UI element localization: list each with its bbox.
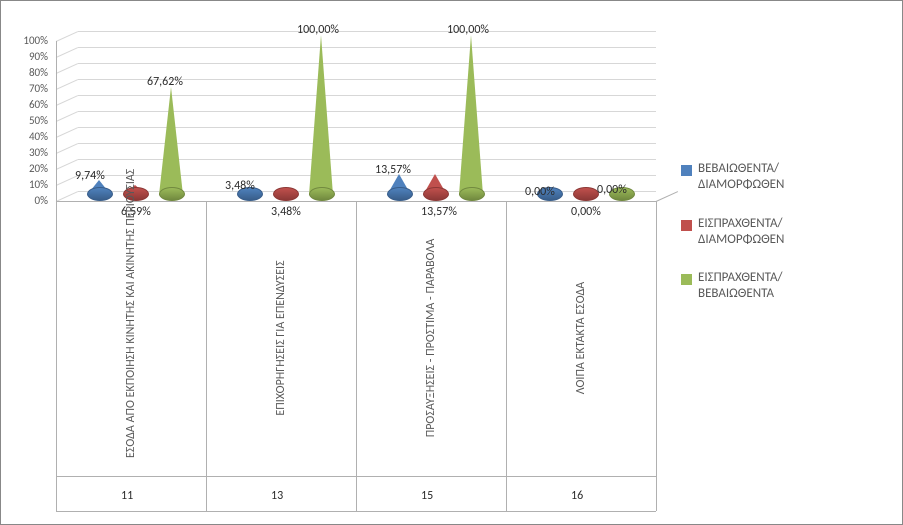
category-separator xyxy=(356,201,357,511)
data-label-blue: 13,57% xyxy=(375,163,411,177)
gridline-skew xyxy=(56,143,78,154)
legend-label: ΒΕΒΑΙΩΘΕΝΤΑ/ΔΙΑΜΟΡΦΩΘΕΝ xyxy=(698,161,784,194)
y-tick-label: 90% xyxy=(1,50,48,63)
category-divider xyxy=(56,511,656,512)
cone xyxy=(273,183,297,201)
data-label-blue: 9,74% xyxy=(75,169,105,183)
gridline xyxy=(78,31,656,32)
gridline xyxy=(78,63,656,64)
y-tick-label: 100% xyxy=(1,34,48,47)
chart-frame: 0% 10% 20% 30% 40% 50% 60% 70% 80% 90% 100% 67,62%… xyxy=(0,0,903,525)
legend-label: ΕΙΣΠΡΑΧΘΕΝΤΑ/ΔΙΑΜΟΡΦΩΘΕΝ xyxy=(698,216,784,249)
category-label: ΠΡΟΣΑΥΞΗΣΕΙΣ - ΠΡΟΣΤΙΜΑ - ΠΑΡΑΒΟΛΑ xyxy=(424,218,438,458)
gridline-skew xyxy=(56,111,78,122)
gridline xyxy=(78,47,656,48)
category-label: ΛΟΙΠΑ ΕΚΤΑΚΤΑ ΕΣΟΔΑ xyxy=(574,218,588,458)
plot-area xyxy=(56,41,656,201)
cone xyxy=(309,29,333,201)
legend-marker xyxy=(681,274,692,285)
category-separator xyxy=(206,201,207,511)
data-label-blue: 0,00% xyxy=(525,185,555,199)
category-label: ΕΣΟΔΑ ΑΠΟ ΕΚΠΟΙΗΣΗ ΚΙΝΗΤΗΣ ΚΑΙ ΑΚΙΝΗΤΗΣ … xyxy=(124,218,138,458)
category-label: ΕΠΙΧΟΡΗΓΗΣΕΙΣ ΓΙΑ ΕΠΕΝΔΥΣΕΙΣ xyxy=(274,218,288,458)
legend-label: ΕΙΣΠΡΑΧΘΕΝΤΑ/ΒΕΒΑΙΩΘΕΝΤΑ xyxy=(698,270,783,303)
y-tick-label: 20% xyxy=(1,162,48,175)
y-tick-label: 30% xyxy=(1,146,48,159)
gridline-skew xyxy=(56,159,78,170)
legend-marker xyxy=(681,220,692,231)
cone xyxy=(573,189,597,201)
legend: ΒΕΒΑΙΩΘΕΝΤΑ/ΔΙΑΜΟΡΦΩΘΕΝ ΕΙΣΠΡΑΧΘΕΝΤΑ/ΔΙΑΜ… xyxy=(681,161,784,325)
data-label-red: 3,48% xyxy=(271,205,301,219)
gridline-skew xyxy=(56,95,78,106)
cone xyxy=(159,81,183,201)
cone xyxy=(423,167,447,201)
category-code: 16 xyxy=(571,489,583,503)
legend-marker xyxy=(681,165,692,176)
cone xyxy=(459,29,483,201)
data-label-green: 0,00% xyxy=(597,183,627,197)
floor-edge xyxy=(656,191,678,202)
gridline-skew xyxy=(56,47,78,58)
legend-item: ΕΙΣΠΡΑΧΘΕΝΤΑ/ΒΕΒΑΙΩΘΕΝΤΑ xyxy=(681,270,784,303)
y-tick-label: 10% xyxy=(1,178,48,191)
category-separator xyxy=(56,201,57,511)
y-tick-label: 40% xyxy=(1,130,48,143)
category-code: 11 xyxy=(121,489,133,503)
category-separator xyxy=(506,201,507,511)
category-separator xyxy=(656,201,657,511)
gridline-skew xyxy=(56,79,78,90)
data-label-green: 100,00% xyxy=(447,23,489,37)
y-tick-label: 70% xyxy=(1,82,48,95)
gridline-skew xyxy=(56,63,78,74)
legend-item: ΒΕΒΑΙΩΘΕΝΤΑ/ΔΙΑΜΟΡΦΩΘΕΝ xyxy=(681,161,784,194)
data-label-red: 0,00% xyxy=(571,205,601,219)
y-tick-label: 80% xyxy=(1,66,48,79)
y-axis xyxy=(56,41,57,201)
data-label-blue: 3,48% xyxy=(225,179,255,193)
gridline-skew xyxy=(56,31,78,42)
category-code: 15 xyxy=(421,489,433,503)
data-label-green: 67,62% xyxy=(147,75,183,89)
data-label-red: 13,57% xyxy=(421,205,457,219)
category-code: 13 xyxy=(271,489,283,503)
data-label-green: 100,00% xyxy=(297,23,339,37)
y-tick-label: 0% xyxy=(1,194,48,207)
legend-item: ΕΙΣΠΡΑΧΘΕΝΤΑ/ΔΙΑΜΟΡΦΩΘΕΝ xyxy=(681,216,784,249)
category-divider xyxy=(56,476,656,477)
gridline-skew xyxy=(56,127,78,138)
y-tick-label: 50% xyxy=(1,114,48,127)
y-tick-label: 60% xyxy=(1,98,48,111)
